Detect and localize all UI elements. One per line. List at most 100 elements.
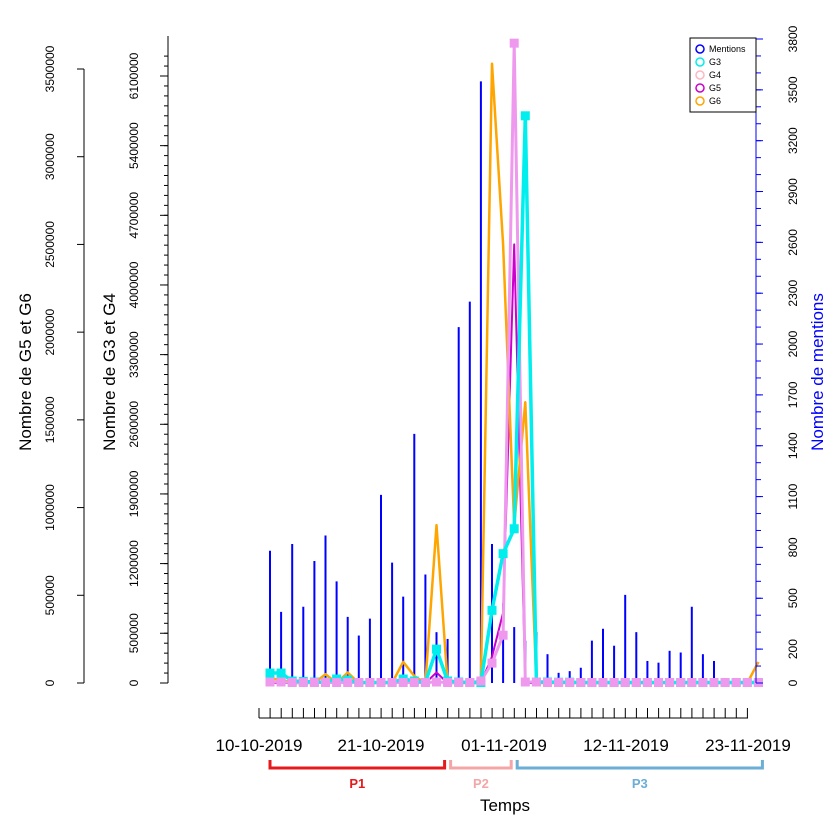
legend-box	[689, 37, 757, 113]
tick-label-left-outer: 1500000	[43, 396, 57, 443]
tick-label-left-outer: 0	[43, 679, 57, 686]
g4-marker	[432, 677, 441, 687]
g4-marker	[343, 678, 353, 688]
g4-marker	[298, 678, 308, 688]
g4-marker	[454, 678, 464, 688]
g4-marker	[709, 678, 719, 688]
g4-marker	[731, 678, 741, 688]
tick-label-left-outer: 2000000	[43, 308, 57, 355]
tick-label-right: 0	[786, 679, 800, 686]
g4-marker	[409, 678, 419, 688]
g4-marker	[276, 677, 286, 687]
period-label-p2: P2	[473, 776, 489, 791]
legend-label-g6: G6	[709, 96, 721, 106]
g4-marker	[642, 678, 652, 688]
tick-label-left-outer: 500000	[43, 575, 57, 615]
g4-marker	[476, 676, 486, 686]
tick-label-left-outer: 1000000	[43, 484, 57, 531]
period-bracket-p3	[515, 760, 764, 770]
g4-marker	[287, 678, 297, 688]
period-bracket-p1	[268, 760, 447, 770]
g4-marker	[720, 678, 730, 688]
y-axis-title-g3-g4: Nombre de G3 et G4	[100, 293, 119, 451]
g4-marker	[609, 678, 619, 688]
legend-marker-g4	[695, 70, 705, 80]
mentions-bars	[269, 81, 715, 683]
g4-marker	[587, 678, 597, 688]
g4-marker	[509, 38, 519, 48]
x-tick-label: 12-11-2019	[583, 736, 669, 755]
series-line-g3	[270, 114, 759, 685]
g4-marker	[354, 678, 364, 688]
tick-label-right: 2000	[786, 330, 800, 357]
g4-marker	[543, 678, 552, 688]
tick-label-right: 1700	[786, 381, 800, 408]
tick-label-left-inner: 0	[127, 679, 141, 686]
g4-marker	[698, 678, 708, 688]
g3-marker	[509, 524, 519, 534]
g4-marker	[365, 678, 375, 688]
legend-marker-g6	[695, 96, 705, 106]
tick-label-left-inner: 4000000	[127, 261, 141, 308]
legend-label-g5: G5	[709, 83, 721, 93]
legend-marker-g3	[695, 57, 705, 67]
g4-marker	[687, 678, 697, 688]
g4-marker	[309, 678, 319, 688]
x-tick-label: 01-11-2019	[461, 736, 547, 755]
legend-label-g3: G3	[709, 57, 721, 67]
g4-marker	[665, 678, 675, 688]
tick-label-left-inner: 2600000	[127, 401, 141, 448]
x-tick-label: 21-10-2019	[338, 736, 425, 755]
g3-marker	[276, 668, 286, 678]
g4-marker	[520, 677, 530, 687]
x-tick-label: 10-10-2019	[216, 736, 303, 755]
tick-label-left-inner: 6100000	[127, 52, 141, 99]
tick-label-left-inner: 3300000	[127, 331, 141, 378]
g4-marker	[498, 630, 508, 640]
tick-label-right: 3800	[786, 25, 800, 52]
tick-label-right: 2300	[786, 280, 800, 307]
g3-marker	[265, 668, 275, 678]
legend-marker-mentions	[695, 44, 705, 54]
tick-label-left-inner: 500000	[127, 613, 141, 653]
period-bracket-p2	[449, 760, 513, 770]
g4-marker	[654, 678, 663, 688]
y-axis-title-mentions: Nombre de mentions	[808, 293, 827, 451]
g4-marker	[598, 678, 608, 688]
g4-marker	[420, 678, 430, 688]
tick-label-left-outer: 2500000	[43, 221, 57, 268]
g4-marker	[620, 678, 630, 688]
legend-marker-g5	[695, 83, 705, 93]
g3-marker	[520, 111, 530, 121]
tick-label-right: 3200	[786, 127, 800, 154]
g4-marker	[443, 678, 453, 688]
tick-label-left-inner: 1200000	[127, 540, 141, 587]
tick-label-left-inner: 4700000	[127, 192, 141, 239]
period-label-p3: P3	[632, 776, 648, 791]
g4-marker	[554, 678, 564, 688]
tick-label-right: 2600	[786, 229, 800, 256]
g4-marker	[631, 678, 641, 688]
period-label-p1: P1	[349, 776, 365, 791]
legend: Mentions G3 G4 G5 G6	[689, 37, 757, 113]
g4-marker	[742, 678, 752, 688]
tick-label-right: 800	[786, 537, 800, 557]
y-axis-title-g5-g6: Nombre de G5 et G6	[16, 293, 35, 451]
g4-marker	[387, 678, 397, 688]
g4-marker	[531, 677, 541, 687]
g4-marker	[465, 678, 475, 688]
tick-label-right: 2900	[786, 178, 800, 205]
g4-marker	[576, 678, 586, 688]
tick-label-left-inner: 5400000	[127, 122, 141, 169]
g4-marker	[332, 678, 342, 688]
g4-marker	[487, 658, 497, 668]
g3-marker	[432, 644, 441, 654]
axes: 0 500000 1000000 1500000 2000000 2500000 30000…	[43, 25, 800, 791]
tick-label-left-outer: 3000000	[43, 133, 57, 180]
x-axis-title: Temps	[480, 796, 530, 815]
series-lines	[265, 38, 763, 688]
tick-label-right: 1100	[786, 483, 800, 509]
legend-label-g4: G4	[709, 70, 721, 80]
g4-marker	[565, 678, 575, 688]
series-line-g6	[269, 62, 760, 685]
